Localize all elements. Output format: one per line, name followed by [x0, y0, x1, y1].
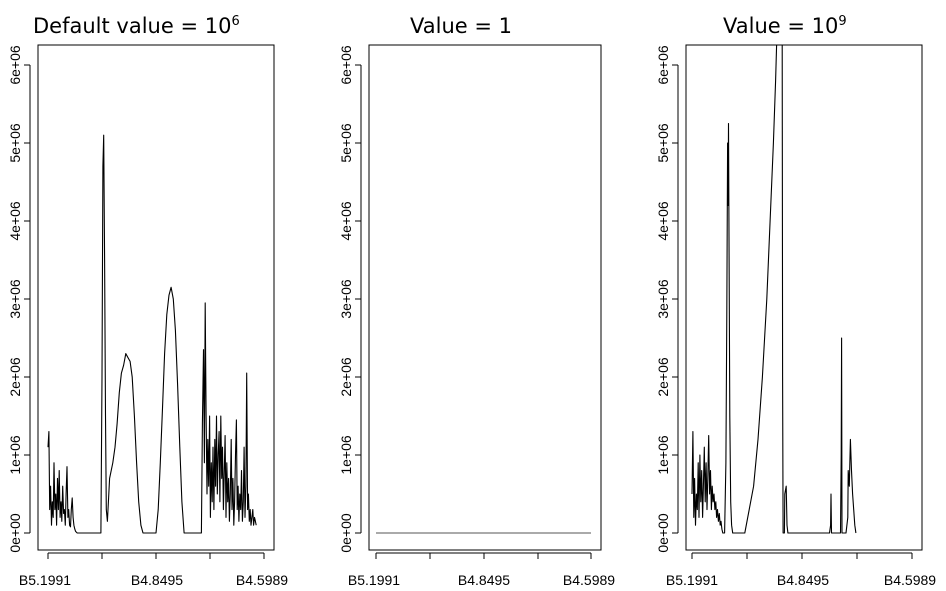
chart-panel-3: Value = 109 0e+00 1e+06 2e+06 3e+06 4e+06 5e+0…	[655, 14, 936, 588]
title-superscript: 9	[838, 14, 846, 29]
plot-frame	[368, 44, 602, 551]
chart-title: Value = 1	[410, 14, 512, 38]
y-tick-label: 1e+06	[655, 435, 671, 475]
y-tick-label: 5e+06	[7, 123, 23, 163]
x-tick-label: B4.5989	[563, 572, 615, 588]
chart-panel-2: Value = 1 0e+00 1e+06 2e+06 3e+06 4e+06 5e+06 6…	[338, 14, 615, 588]
x-tick-label: B4.8495	[458, 572, 510, 588]
y-tick-label: 2e+06	[655, 357, 671, 397]
y-tick-label: 6e+06	[655, 45, 671, 85]
y-tick-label: 3e+06	[655, 279, 671, 319]
y-tick-label: 3e+06	[7, 279, 23, 319]
y-tick-label: 3e+06	[338, 279, 354, 319]
chart-title: Default value = 106	[33, 14, 240, 38]
y-tick-label: 4e+06	[7, 201, 23, 241]
plot-frame	[37, 44, 275, 551]
x-tick-label: B4.5989	[884, 572, 936, 588]
x-tick-label: B5.1991	[666, 572, 718, 588]
y-tick-label: 0e+00	[655, 513, 671, 553]
plot-frame	[685, 44, 923, 551]
x-tick-label: B4.8495	[777, 572, 829, 588]
chart-panel-1: Default value = 106 0e+00 1e+06 2e+06 3e+06 4…	[7, 14, 288, 588]
y-tick-label: 1e+06	[7, 435, 23, 475]
y-tick-label: 0e+00	[338, 513, 354, 553]
y-tick-label: 6e+06	[7, 45, 23, 85]
y-tick-label: 5e+06	[338, 123, 354, 163]
y-tick-label: 4e+06	[338, 201, 354, 241]
title-superscript: 6	[231, 14, 239, 29]
y-tick-label: 2e+06	[338, 357, 354, 397]
y-tick-label: 1e+06	[338, 435, 354, 475]
x-tick-label: B4.5989	[236, 572, 288, 588]
y-tick-label: 4e+06	[655, 201, 671, 241]
x-tick-label: B4.8495	[131, 572, 183, 588]
data-series-line	[691, 45, 857, 534]
y-tick-label: 0e+00	[7, 513, 23, 553]
x-tick-label: B5.1991	[19, 572, 71, 588]
x-tick-label: B5.1991	[348, 572, 400, 588]
chart-title: Value = 109	[723, 14, 847, 38]
y-tick-label: 5e+06	[655, 123, 671, 163]
y-tick-label: 6e+06	[338, 45, 354, 85]
data-series-line	[47, 134, 257, 534]
y-tick-label: 2e+06	[7, 357, 23, 397]
